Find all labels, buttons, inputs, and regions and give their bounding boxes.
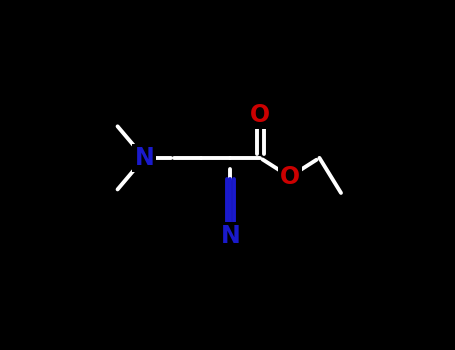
Text: O: O [250,103,270,127]
Text: O: O [280,165,300,189]
Text: N: N [134,146,154,170]
Text: N: N [221,224,240,248]
